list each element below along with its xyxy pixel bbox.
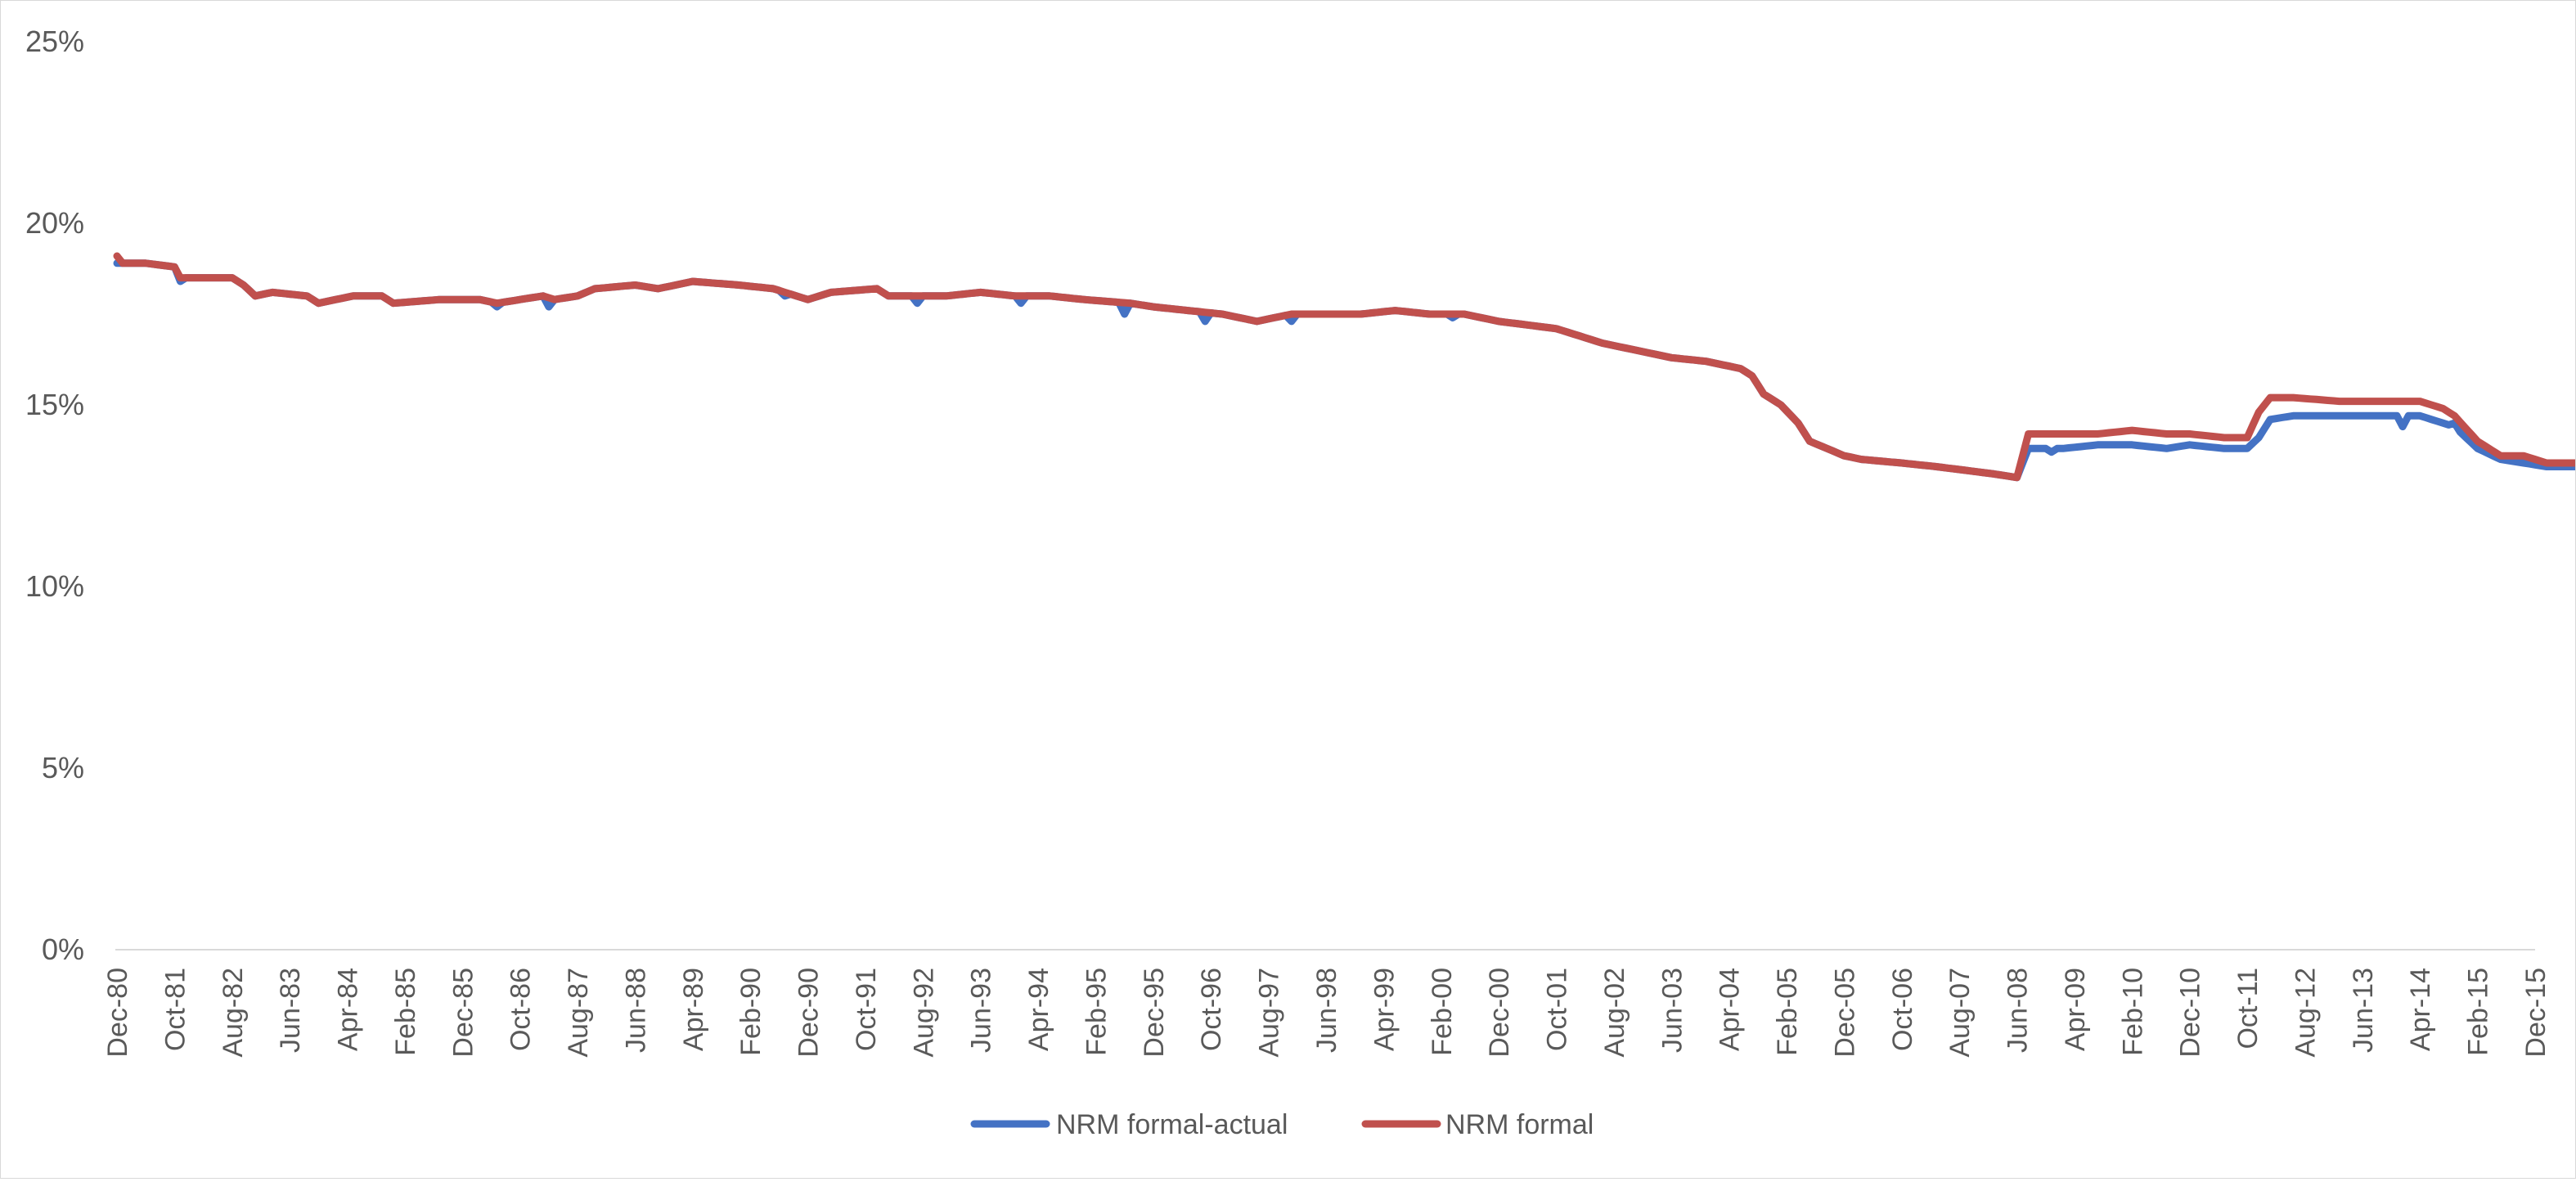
x-tick-label: Apr-14 <box>2405 968 2436 1051</box>
x-tick-label: Oct-81 <box>160 968 191 1051</box>
legend-label: NRM formal <box>1445 1109 1594 1140</box>
y-tick-label: 0% <box>42 933 84 966</box>
x-tick-label: Jun-93 <box>966 968 997 1053</box>
x-tick-label: Apr-99 <box>1369 968 1400 1051</box>
x-tick-label: Aug-02 <box>1599 968 1630 1058</box>
x-tick-label: Aug-07 <box>1944 968 1976 1058</box>
x-tick-label: Oct-91 <box>851 968 882 1051</box>
y-tick-label: 5% <box>42 751 84 784</box>
x-tick-label: Apr-89 <box>678 968 709 1051</box>
x-tick-label: Feb-85 <box>390 968 421 1056</box>
x-tick-label: Jun-03 <box>1657 968 1688 1053</box>
x-tick-label: Dec-05 <box>1829 968 1860 1058</box>
x-tick-label: Apr-94 <box>1023 968 1054 1051</box>
y-tick-label: 10% <box>25 569 84 603</box>
x-tick-label: Jun-13 <box>2348 968 2379 1053</box>
x-tick-label: Feb-95 <box>1081 968 1112 1056</box>
x-tick-label: Aug-97 <box>1254 968 1285 1058</box>
x-tick-label: Feb-90 <box>735 968 767 1056</box>
x-tick-label: Feb-10 <box>2117 968 2148 1056</box>
x-tick-label: Oct-86 <box>506 968 537 1051</box>
x-tick-label: Dec-90 <box>793 968 825 1058</box>
x-tick-label: Dec-15 <box>2520 968 2551 1058</box>
x-tick-label: Apr-09 <box>2060 968 2091 1051</box>
y-tick-label: 25% <box>25 25 84 58</box>
x-tick-label: Aug-12 <box>2290 968 2321 1058</box>
y-axis-tick-labels: 0% 5% 10% 15% 20% 25% <box>25 25 84 966</box>
y-tick-label: 20% <box>25 206 84 240</box>
x-tick-label: Apr-84 <box>333 968 364 1051</box>
x-tick-label: Dec-80 <box>102 968 133 1058</box>
x-tick-label: Oct-96 <box>1196 968 1227 1051</box>
x-tick-label: Aug-82 <box>218 968 249 1058</box>
x-tick-label: Feb-00 <box>1427 968 1458 1056</box>
x-tick-label: Oct-01 <box>1542 968 1573 1051</box>
legend-label: NRM formal-actual <box>1056 1109 1288 1140</box>
x-tick-label: Feb-15 <box>2463 968 2494 1056</box>
x-tick-label: Jun-83 <box>275 968 306 1053</box>
x-tick-label: Jun-08 <box>2003 968 2034 1053</box>
y-tick-label: 15% <box>25 388 84 421</box>
x-tick-label: Dec-10 <box>2175 968 2206 1058</box>
x-tick-label: Jun-98 <box>1311 968 1342 1053</box>
x-tick-label: Oct-11 <box>2232 968 2264 1049</box>
x-tick-label: Jun-88 <box>620 968 651 1053</box>
legend: NRM formal-actual NRM formal <box>970 1109 1594 1140</box>
series-lines <box>113 252 2576 482</box>
series-line-0 <box>113 259 2576 482</box>
series-line-1 <box>113 252 2576 482</box>
x-tick-label: Apr-04 <box>1715 968 1746 1051</box>
x-axis-tick-labels: Dec-80 Oct-81 Aug-82 Jun-83 Apr-84 Feb-85 Dec-… <box>102 968 2551 1058</box>
x-tick-label: Feb-05 <box>1772 968 1803 1056</box>
x-tick-label: Aug-92 <box>908 968 939 1058</box>
x-tick-label: Aug-87 <box>563 968 594 1058</box>
x-tick-label: Dec-00 <box>1484 968 1515 1058</box>
x-tick-label: Oct-06 <box>1887 968 1918 1051</box>
x-tick-label: Dec-85 <box>447 968 479 1058</box>
x-tick-label: Dec-95 <box>1139 968 1170 1058</box>
